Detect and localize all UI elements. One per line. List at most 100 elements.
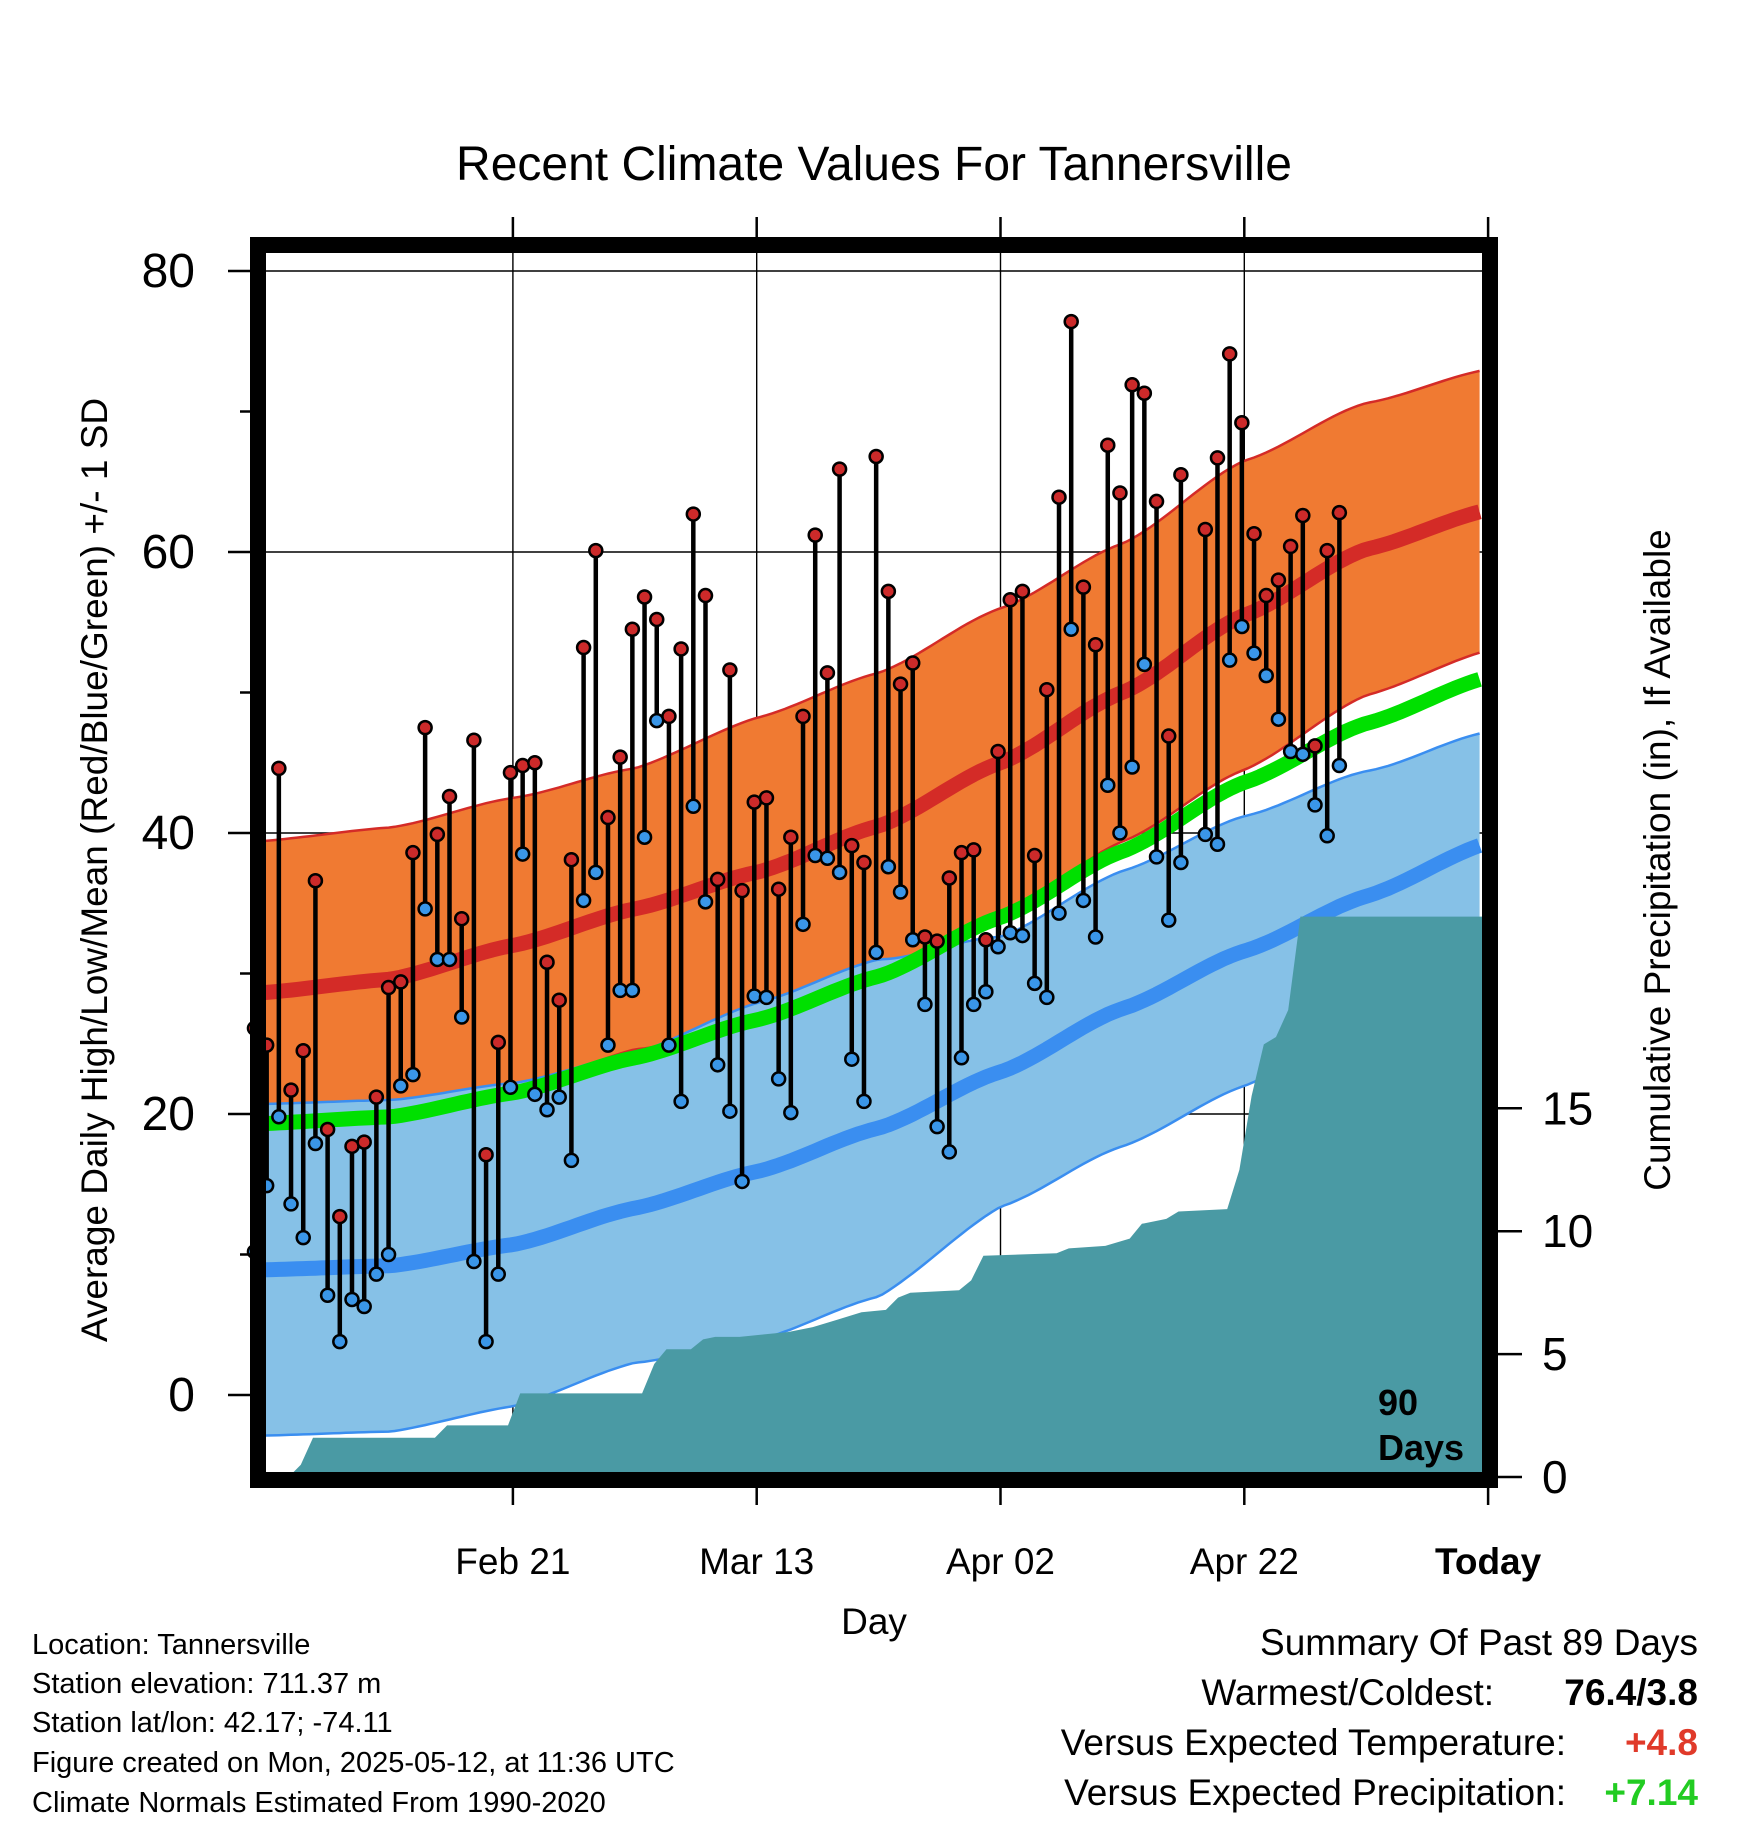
normal-high-band-upper-edge [261,369,1480,843]
daily-low-point [892,884,909,900]
daily-high-point [466,732,482,749]
daily-low-point [1221,652,1238,668]
daily-high-point [953,844,970,861]
daily-high-point [1039,681,1055,698]
daily-low-point [1100,777,1116,793]
daily-high-point [283,1082,299,1098]
daily-high-point [417,719,433,736]
daily-high-point [1051,489,1067,505]
daily-high-point [405,844,421,861]
daily-low-point [466,1253,482,1270]
daily-low-point [929,1118,945,1135]
daily-high-point [551,992,567,1008]
daily-low-point [1258,667,1274,684]
daily-low-point [1173,854,1189,871]
daily-low-point [417,901,433,917]
y2-tick-label: 5 [1542,1328,1568,1380]
daily-high-point [441,788,458,805]
normal-mean-line [261,672,1482,1132]
chart-title: Recent Climate Values For Tannersville [456,138,1292,191]
daily-low-point [551,1089,567,1105]
daily-high-point [478,1146,494,1163]
daily-low-point [1026,975,1043,992]
daily-high-point [332,1208,348,1225]
daily-high-point [1270,572,1287,588]
daily-low-point [1246,645,1262,661]
daily-low-point [856,1093,872,1110]
footer-elevation: Station elevation: 711.37 m [32,1668,382,1700]
normal-low-band [261,733,1480,1436]
daily-high-point [1246,525,1262,542]
daily-high-point [539,954,555,971]
daily-high-point [612,749,628,765]
y2-tick-label: 15 [1542,1082,1593,1134]
daily-high-point [831,461,848,477]
daily-low-point [527,1086,543,1103]
daily-high-point [1014,583,1031,600]
daily-low-point [490,1266,507,1282]
daily-low-point [844,1051,860,1067]
daily-low-point [1002,925,1019,941]
precipitation-layer [261,916,1486,1477]
today-marker-label: Days [1378,1427,1464,1468]
daily-high-point [1258,587,1274,604]
daily-high-point [807,527,823,543]
daily-high-point [1148,493,1165,510]
y-axis-label: Average Daily High/Low/Mean (Red/Blue/Gr… [74,398,115,1342]
daily-high-point [563,851,580,868]
daily-high-point [990,743,1006,760]
daily-high-point [1124,377,1140,393]
daily-high-point [722,662,738,678]
daily-low-point [1063,621,1079,638]
daily-low-point [1331,757,1348,774]
summary-heading: Summary Of Past 89 Days [1260,1622,1698,1663]
daily-high-point [307,873,324,889]
daily-high-point [1026,847,1043,864]
daily-low-point [807,847,823,864]
x-tick-label: Today [1435,1541,1542,1582]
daily-low-point [380,1246,397,1263]
daily-high-point [709,871,726,888]
daily-low-point [1112,825,1128,841]
y-tick-label: 60 [142,526,195,579]
summary-precip-value: +7.14 [1604,1772,1698,1813]
daily-high-point [295,1043,311,1059]
normal-bands-layer [261,369,1483,1437]
summary-temp-label: Versus Expected Temperature: [1060,1722,1566,1763]
daily-high-point [1087,636,1104,653]
daily-low-point [953,1050,970,1066]
daily-low-point [332,1333,348,1350]
daily-low-point [1234,618,1250,635]
daily-low-point [319,1287,336,1303]
daily-low-point [697,894,714,910]
daily-low-point [1051,905,1067,921]
daily-low-point [1039,989,1055,1006]
daily-high-point [685,506,702,522]
daily-low-point [405,1066,421,1083]
daily-low-point [1282,743,1299,760]
daily-low-point [868,944,884,961]
daily-low-point [880,858,897,875]
daily-low-point [709,1057,726,1073]
daily-high-point [1307,738,1323,754]
daily-low-point [661,1037,677,1053]
daily-low-point [539,1102,555,1118]
daily-low-point [356,1298,372,1315]
summary-temp-value: +4.8 [1624,1722,1698,1763]
daily-low-point [1307,797,1323,813]
daily-high-point [880,583,897,600]
daily-observations-layer [246,246,1491,1477]
x-axis-label: Day [841,1601,907,1642]
daily-low-point [673,1093,689,1110]
daily-low-point [368,1266,385,1282]
y-tick-label: 0 [168,1369,195,1422]
daily-low-point [1209,836,1226,852]
footer-normals: Climate Normals Estimated From 1990-2020 [32,1787,606,1819]
daily-low-point [514,846,531,862]
daily-low-point [941,1144,958,1160]
daily-low-point [904,932,921,948]
x-tick-label: Apr 02 [946,1541,1055,1582]
daily-high-point [1112,485,1128,501]
y2-tick-label: 10 [1542,1205,1593,1257]
daily-low-point [770,1071,787,1087]
